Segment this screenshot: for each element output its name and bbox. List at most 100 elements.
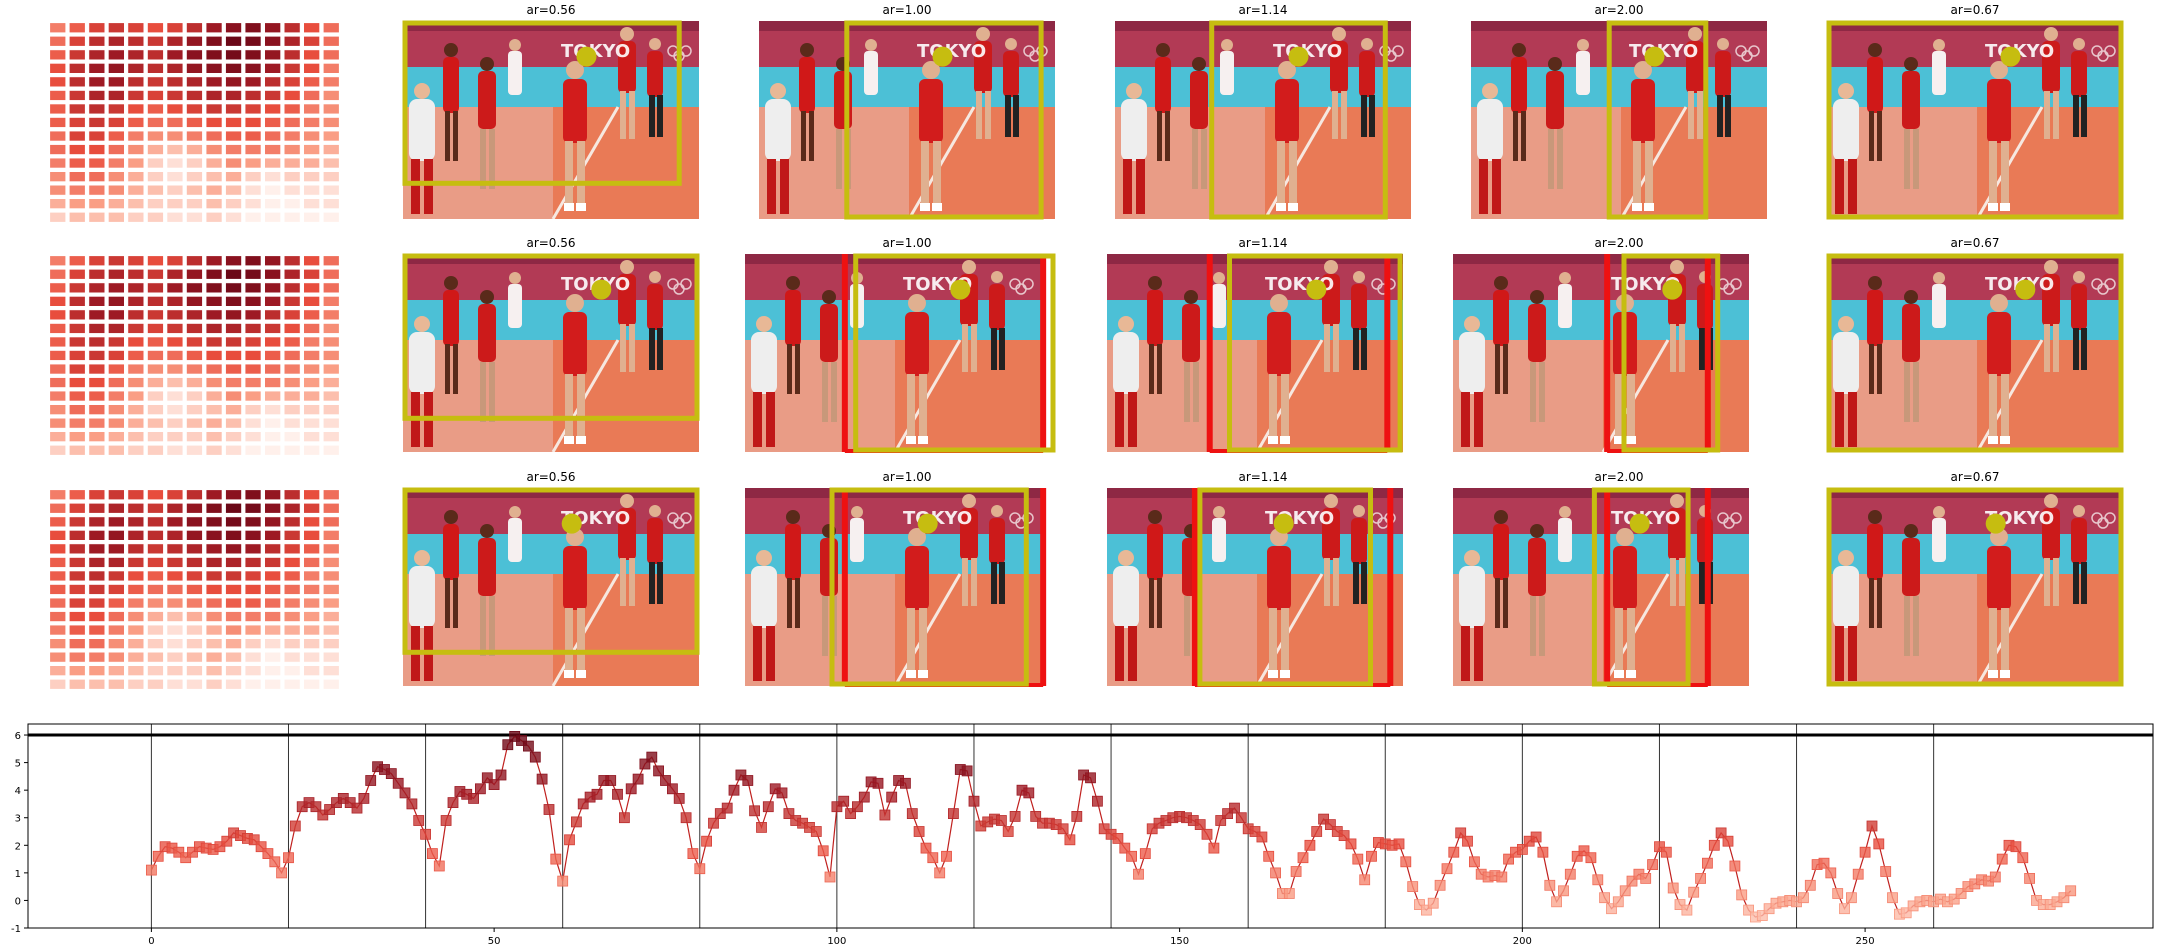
heatmap-cell <box>322 323 340 334</box>
heatmap-cell <box>127 431 145 442</box>
heatmap-cell <box>303 678 320 690</box>
heatmap-cell <box>69 584 86 595</box>
heatmap-cell <box>88 404 106 415</box>
heatmap-cell <box>283 489 301 500</box>
data-point <box>145 864 157 876</box>
heatmap-cell <box>186 171 203 182</box>
heatmap-cell <box>303 502 320 514</box>
data-point <box>1263 850 1275 862</box>
volleyball-photo-image <box>745 488 1041 686</box>
data-point <box>1434 879 1446 891</box>
heatmap-cell <box>166 268 184 280</box>
heatmap-cell <box>49 198 66 209</box>
heatmap-cell <box>205 390 223 402</box>
heatmap-cell <box>127 336 145 348</box>
heatmap-cell <box>186 309 203 321</box>
heatmap-cell <box>49 530 66 541</box>
heatmap-cell <box>108 49 125 61</box>
heatmap-cell <box>283 130 301 142</box>
data-point <box>276 867 288 879</box>
target-dot-icon <box>1629 513 1650 534</box>
heatmap-cell <box>264 171 281 182</box>
heatmap-cell <box>225 431 242 442</box>
heatmap-cell <box>186 198 203 209</box>
heatmap-cell <box>244 212 262 223</box>
heatmap-cell <box>147 665 164 676</box>
saliency-heatmap-3 <box>49 489 340 690</box>
heatmap-cell <box>244 390 262 402</box>
data-point <box>1235 812 1247 824</box>
panel-title: ar=0.56 <box>526 3 575 17</box>
heatmap-cell <box>205 198 223 209</box>
heatmap-cell <box>205 489 223 500</box>
data-point <box>1612 896 1624 908</box>
heatmap-cell <box>108 336 125 348</box>
heatmap-cell <box>147 404 164 415</box>
volleyball-photo-image <box>1115 21 1411 219</box>
heatmap-cell <box>88 255 106 267</box>
heatmap-cell <box>322 49 340 61</box>
heatmap-cell <box>264 22 281 33</box>
volleyball-photo <box>1471 21 1767 219</box>
data-point <box>468 793 480 804</box>
heatmap-cell <box>69 557 86 568</box>
x-tick-label: 150 <box>1170 936 1189 947</box>
data-point <box>1112 833 1124 844</box>
heatmap-cell <box>108 638 125 649</box>
heatmap-cell <box>88 516 106 528</box>
heatmap-cell <box>322 611 340 622</box>
heatmap-cell <box>69 336 86 348</box>
volleyball-photo-image <box>1453 254 1749 452</box>
heatmap-cell <box>166 309 184 321</box>
heatmap-cell <box>283 255 301 267</box>
heatmap-cell <box>88 390 106 402</box>
heatmap-cell <box>244 117 262 128</box>
data-point <box>879 809 891 821</box>
heatmap-cell <box>166 103 184 115</box>
heatmap-cell <box>147 390 164 402</box>
heatmap-cell <box>49 557 66 568</box>
heatmap-cell <box>127 268 145 280</box>
heatmap-cell <box>88 584 106 595</box>
heatmap-cell <box>283 390 301 402</box>
target-dot-icon <box>576 46 597 67</box>
heatmap-cell <box>225 90 242 101</box>
heatmap-cell <box>283 584 301 595</box>
data-point <box>1208 842 1220 854</box>
heatmap-cell <box>205 268 223 280</box>
heatmap-cell <box>264 268 281 280</box>
heatmap-cell <box>108 309 125 321</box>
data-point <box>817 845 829 857</box>
data-point <box>1852 868 1864 880</box>
heatmap-cell <box>49 502 66 514</box>
photo-panel: ar=0.56 <box>402 3 699 219</box>
heatmap-cell <box>69 130 86 142</box>
crop-box <box>1826 253 2124 453</box>
data-point <box>1544 879 1556 891</box>
data-point <box>810 826 822 837</box>
heatmap-cell <box>264 184 281 196</box>
heatmap-cell <box>186 76 203 88</box>
photo-panel: ar=1.00 <box>745 236 1056 453</box>
heatmap-cell <box>127 184 145 196</box>
heatmap-cell <box>303 309 320 321</box>
heatmap-cell <box>49 309 66 321</box>
saliency-heatmap-2 <box>49 255 340 456</box>
heatmap-cell <box>166 665 184 676</box>
data-point <box>756 822 767 833</box>
heatmap-cell <box>244 296 262 307</box>
data-point <box>653 765 664 777</box>
data-point <box>550 853 562 865</box>
heatmap-cell <box>244 323 262 334</box>
heatmap-cell <box>69 296 86 307</box>
data-point <box>694 863 706 875</box>
heatmap-cell <box>166 282 184 294</box>
heatmap-cell <box>186 130 203 142</box>
heatmap-cell <box>322 255 340 267</box>
heatmap-cell <box>166 35 184 47</box>
volleyball-photo <box>403 21 699 219</box>
data-point <box>1660 846 1672 858</box>
data-point <box>1421 904 1432 916</box>
heatmap-cell <box>205 255 223 267</box>
